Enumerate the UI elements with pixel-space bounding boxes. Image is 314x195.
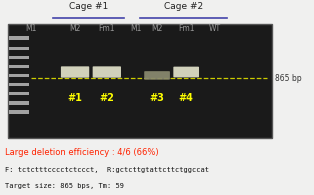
Text: M1: M1 [26,24,37,33]
Text: M1: M1 [130,24,142,33]
Text: 865 bp: 865 bp [275,74,302,83]
Text: Target size: 865 bps, Tm: 59: Target size: 865 bps, Tm: 59 [4,183,123,189]
Text: #2: #2 [99,93,114,103]
Text: Fm1: Fm1 [99,24,115,33]
Bar [9,83,29,86]
Text: F: tctctttcccctctccct,  R:gctcttgtattcttctggccat: F: tctctttcccctctccct, R:gctcttgtattcttc… [4,167,208,173]
FancyBboxPatch shape [61,66,89,78]
Text: M2: M2 [69,24,81,33]
Text: Cage #2: Cage #2 [164,2,203,11]
Bar [8,24,272,138]
Bar [9,65,29,68]
Text: Fm1: Fm1 [178,24,194,33]
Text: #3: #3 [150,93,165,103]
Text: #1: #1 [68,93,83,103]
FancyBboxPatch shape [93,66,121,78]
FancyBboxPatch shape [144,71,170,80]
Text: M2: M2 [151,24,163,33]
Bar [9,101,29,105]
Bar [9,36,29,40]
Bar [9,47,29,50]
Text: #4: #4 [179,93,194,103]
Bar [9,74,29,77]
Bar [9,56,29,59]
Bar [9,110,29,113]
Text: WT: WT [209,24,221,33]
Text: Cage #1: Cage #1 [69,2,108,11]
Text: Large deletion efficiency : 4/6 (66%): Large deletion efficiency : 4/6 (66%) [4,148,158,157]
Bar [9,92,29,95]
FancyBboxPatch shape [173,67,199,77]
